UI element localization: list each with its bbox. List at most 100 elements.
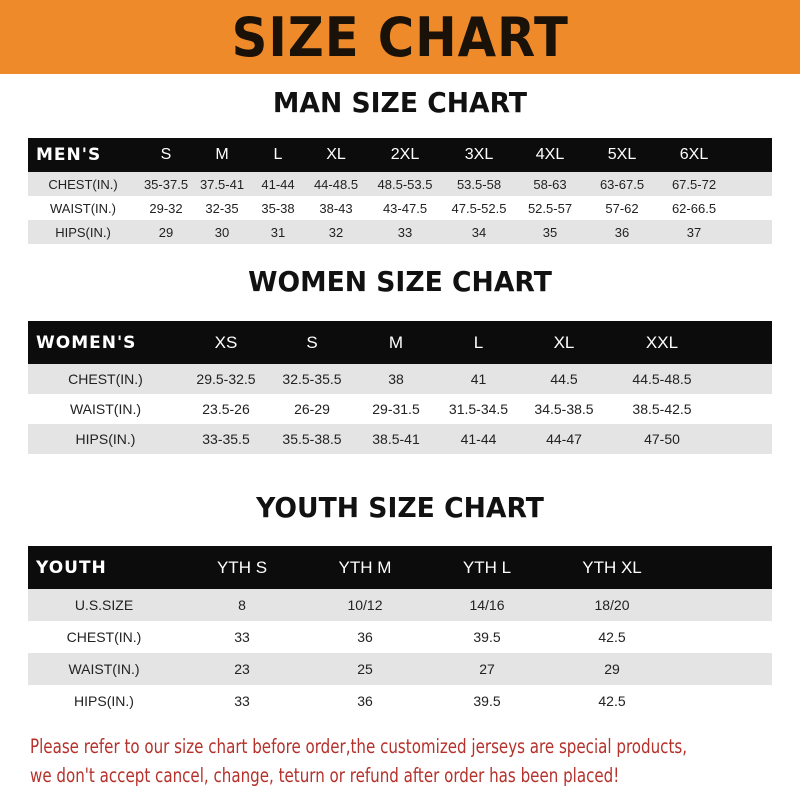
size-header-cell: S [306, 332, 318, 352]
measurement-value: 39.5 [473, 629, 501, 645]
table-row: HIPS(IN.) 33-35.5 35.5-38.5 38.5-41 41-44 44-… [28, 424, 772, 454]
size-header-cell: XS [214, 332, 238, 352]
title-banner: SIZE CHART [0, 0, 800, 74]
table-row: HIPS(IN.) 33 36 39.5 42.5 [28, 685, 772, 717]
women-size-table: WOMEN'S XS S M L XL XXL CHEST(IN.) 29.5-32.5 32.5… [28, 321, 772, 454]
measurement-label: HIPS(IN.) [55, 224, 111, 240]
measurement-value: 37.5-41 [199, 176, 245, 192]
table-row: U.S.SIZE 8 10/12 14/16 18/20 [28, 589, 772, 621]
measurement-label: WAIST(IN.) [68, 661, 140, 677]
measurement-value: 33-35.5 [202, 431, 250, 447]
measurement-label: CHEST(IN.) [68, 371, 143, 387]
measurement-value: 63-67.5 [599, 176, 645, 192]
measurement-value: 38.5-42.5 [632, 401, 692, 417]
measurement-value: 34.5-38.5 [534, 401, 594, 417]
measurement-value: 36 [357, 629, 373, 645]
table-header-row: MEN'S S M L XL 2XL 3XL 4XL 5XL 6XL [28, 138, 772, 172]
measurement-label: U.S.SIZE [74, 597, 134, 613]
table-row: WAIST(IN.) 23.5-26 26-29 29-31.5 31.5-34.5 34… [28, 394, 772, 424]
measurement-value: 32-35 [205, 200, 239, 216]
size-header-cell: L [273, 146, 283, 163]
measurement-value: 29 [158, 224, 174, 240]
size-header-cell: 3XL [464, 146, 494, 163]
measurement-value: 41-44 [261, 176, 295, 192]
table-row: CHEST(IN.) 29.5-32.5 32.5-35.5 38 41 44.5 44.5… [28, 364, 772, 394]
measurement-value: 27 [479, 661, 495, 677]
measurement-value: 35.5-38.5 [282, 431, 342, 447]
size-header-cell: 6XL [679, 146, 709, 163]
measurement-value: 67.5-72 [671, 176, 717, 192]
youth-size-table: YOUTH YTH S YTH M YTH L YTH XL U.S.SIZE 8 10/12… [28, 546, 772, 717]
measurement-value: 62-66.5 [671, 200, 717, 216]
youth-section-title: YOUTH SIZE CHART [256, 491, 544, 524]
measurement-label: HIPS(IN.) [75, 431, 136, 447]
measurement-value: 57-62 [605, 200, 639, 216]
measurement-value: 36 [357, 693, 373, 709]
measurement-value: 42.5 [598, 629, 626, 645]
measurement-value: 29-31.5 [372, 401, 420, 417]
table-row: HIPS(IN.) 29 30 31 32 33 34 35 36 37 [28, 220, 772, 244]
measurement-value: 44.5-48.5 [632, 371, 692, 387]
measurement-value: 38.5-41 [372, 431, 420, 447]
measurement-value: 47-50 [644, 431, 680, 447]
measurement-value: 25 [357, 661, 373, 677]
table-row: CHEST(IN.) 33 36 39.5 42.5 [28, 621, 772, 653]
measurement-value: 23.5-26 [202, 401, 250, 417]
table-row: WAIST(IN.) 23 25 27 29 [28, 653, 772, 685]
measurement-label: CHEST(IN.) [48, 176, 118, 192]
measurement-value: 31 [270, 224, 286, 240]
size-header-cell: XL [326, 146, 346, 163]
measurement-value: 44.5 [550, 371, 578, 387]
measurement-value: 44-47 [546, 431, 582, 447]
measurement-value: 8 [238, 597, 246, 613]
measurement-value: 23 [234, 661, 250, 677]
measurement-value: 33 [397, 224, 413, 240]
measurement-label: HIPS(IN.) [74, 693, 134, 709]
measurement-value: 31.5-34.5 [448, 401, 509, 417]
banner-title: SIZE CHART [231, 5, 569, 69]
size-header-cell: XXL [645, 332, 679, 352]
table-header-row: YOUTH YTH S YTH M YTH L YTH XL [28, 546, 772, 589]
measurement-value: 44-48.5 [313, 176, 359, 192]
measurement-value: 43-47.5 [382, 200, 428, 216]
size-header-cell: YTH XL [582, 557, 642, 577]
size-header-cell: YTH L [462, 557, 512, 577]
measurement-value: 35-37.5 [143, 176, 189, 192]
table-label-cell: MEN'S [36, 145, 102, 165]
table-label-cell: WOMEN'S [36, 332, 137, 353]
size-header-cell: L [473, 332, 484, 352]
measurement-value: 26-29 [294, 401, 330, 417]
size-header-cell: M [215, 146, 229, 163]
measurement-value: 32.5-35.5 [282, 371, 342, 387]
measurement-value: 41 [470, 371, 487, 387]
table-row: CHEST(IN.) 35-37.5 37.5-41 41-44 44-48.5 48.5… [28, 172, 772, 196]
size-header-cell: YTH S [216, 557, 268, 577]
measurement-label: WAIST(IN.) [69, 401, 142, 417]
measurement-value: 34 [471, 224, 487, 240]
measurement-value: 41-44 [460, 431, 497, 447]
notice-line: Please refer to our size chart before or… [30, 735, 688, 758]
measurement-value: 35 [542, 224, 558, 240]
measurement-value: 52.5-57 [527, 200, 573, 216]
notice-line: we don't accept cancel, change, teturn o… [30, 764, 620, 787]
size-header-cell: S [160, 146, 172, 163]
table-row: WAIST(IN.) 29-32 32-35 35-38 38-43 43-47.5 47.… [28, 196, 772, 220]
size-header-cell: 4XL [535, 146, 565, 163]
measurement-value: 36 [614, 224, 630, 240]
measurement-value: 30 [214, 224, 230, 240]
table-header-row: WOMEN'S XS S M L XL XXL [28, 321, 772, 364]
measurement-label: CHEST(IN.) [66, 629, 142, 645]
measurement-value: 29 [604, 661, 620, 677]
order-notice: Please refer to our size chart before or… [30, 732, 800, 790]
size-header-cell: M [388, 332, 404, 352]
measurement-value: 38 [388, 371, 404, 387]
measurement-value: 38-43 [319, 200, 353, 216]
measurement-value: 33 [234, 693, 250, 709]
women-section-title: WOMEN SIZE CHART [248, 265, 552, 298]
size-header-cell: XL [553, 332, 575, 352]
measurement-value: 48.5-53.5 [377, 176, 433, 192]
size-header-cell: 2XL [390, 146, 420, 163]
measurement-value: 58-63 [533, 176, 567, 192]
measurement-value: 14/16 [469, 597, 505, 613]
measurement-value: 29-32 [149, 200, 183, 216]
